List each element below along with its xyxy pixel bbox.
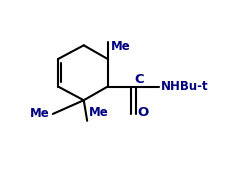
Text: O: O xyxy=(138,106,149,119)
Text: Me: Me xyxy=(111,40,131,53)
Text: Me: Me xyxy=(89,106,109,119)
Text: C: C xyxy=(134,73,144,86)
Text: Me: Me xyxy=(30,107,49,120)
Text: NHBu-t: NHBu-t xyxy=(161,80,208,93)
